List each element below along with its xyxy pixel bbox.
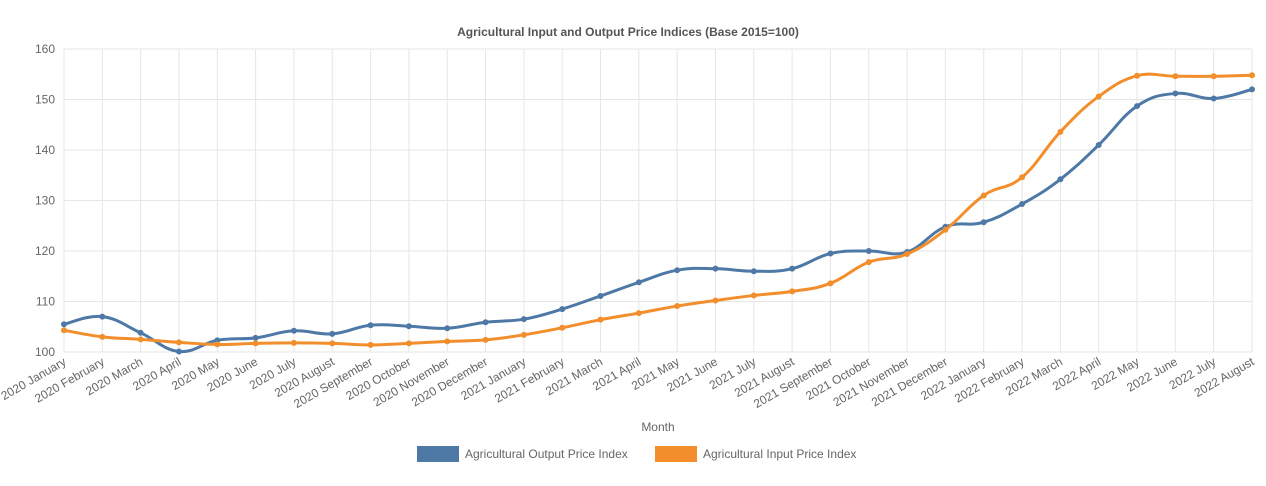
data-point[interactable] (904, 251, 911, 258)
data-point[interactable] (865, 248, 872, 254)
data-point[interactable] (290, 327, 297, 334)
data-point[interactable] (1172, 90, 1179, 97)
y-tick-label: 150 (35, 93, 55, 107)
data-point[interactable] (789, 288, 796, 295)
data-point[interactable] (635, 279, 642, 286)
data-point[interactable] (1210, 73, 1217, 80)
data-point[interactable] (1249, 72, 1255, 79)
data-point[interactable] (1057, 128, 1064, 135)
data-point[interactable] (674, 267, 681, 274)
data-point[interactable] (750, 292, 757, 299)
data-point[interactable] (175, 348, 182, 355)
legend-item[interactable]: Agricultural Output Price Index (417, 446, 628, 462)
data-point[interactable] (942, 226, 949, 233)
data-point[interactable] (444, 325, 451, 332)
data-point[interactable] (290, 339, 297, 346)
legend-label: Agricultural Input Price Index (703, 447, 856, 461)
data-point[interactable] (405, 340, 412, 347)
data-point[interactable] (1210, 95, 1217, 102)
data-point[interactable] (559, 306, 566, 313)
y-tick-label: 160 (35, 42, 55, 56)
grid-lines (63, 48, 1253, 353)
data-point[interactable] (482, 336, 489, 343)
legend[interactable]: Agricultural Output Price Index Agricultu… (417, 446, 856, 462)
data-point[interactable] (635, 310, 642, 317)
series-input-price-index (61, 72, 1255, 348)
data-point[interactable] (367, 341, 374, 348)
data-point[interactable] (1134, 72, 1141, 79)
data-point[interactable] (1249, 86, 1255, 93)
series-lines (61, 72, 1255, 355)
data-point[interactable] (1134, 103, 1141, 110)
data-point[interactable] (137, 329, 144, 336)
series-line (62, 87, 1254, 354)
legend-swatch (417, 446, 459, 462)
data-point[interactable] (405, 323, 412, 330)
data-point[interactable] (61, 327, 67, 334)
data-point[interactable] (789, 265, 796, 272)
data-point[interactable] (559, 324, 566, 331)
data-point[interactable] (1019, 174, 1026, 181)
data-point[interactable] (99, 313, 106, 320)
legend-label: Agricultural Output Price Index (465, 447, 628, 461)
data-point[interactable] (712, 297, 719, 304)
y-tick-label: 110 (36, 295, 55, 309)
data-point[interactable] (482, 319, 489, 326)
data-point[interactable] (750, 268, 757, 275)
y-tick-label: 130 (35, 194, 55, 208)
data-point[interactable] (367, 322, 374, 329)
data-point[interactable] (61, 321, 67, 328)
data-point[interactable] (827, 280, 834, 287)
data-point[interactable] (865, 259, 872, 266)
data-point[interactable] (980, 219, 987, 226)
data-point[interactable] (99, 333, 106, 340)
data-point[interactable] (827, 250, 834, 257)
data-point[interactable] (1095, 141, 1102, 148)
data-point[interactable] (712, 265, 719, 272)
data-point[interactable] (175, 339, 182, 346)
data-point[interactable] (520, 316, 527, 323)
data-point[interactable] (252, 340, 259, 347)
data-point[interactable] (214, 341, 221, 348)
y-tick-label: 140 (35, 143, 55, 157)
legend-swatch (655, 446, 697, 462)
data-point[interactable] (1172, 73, 1179, 80)
data-point[interactable] (1019, 201, 1026, 208)
data-point[interactable] (329, 340, 336, 347)
chart-title: Agricultural Input and Output Price Indi… (457, 25, 799, 39)
y-tick-label: 120 (35, 244, 55, 258)
y-axis-ticks: 100 110 120 130 140 150 160 (35, 42, 55, 359)
data-point[interactable] (137, 336, 144, 343)
data-point[interactable] (1095, 93, 1102, 100)
data-point[interactable] (520, 331, 527, 338)
legend-item[interactable]: Agricultural Input Price Index (655, 446, 856, 462)
data-point[interactable] (597, 292, 604, 299)
data-point[interactable] (329, 330, 336, 337)
data-point[interactable] (444, 338, 451, 345)
series-output-price-index (61, 86, 1255, 355)
data-point[interactable] (597, 316, 604, 323)
series-line (62, 72, 1254, 347)
data-point[interactable] (980, 192, 987, 199)
data-point[interactable] (1057, 176, 1064, 183)
data-point[interactable] (674, 303, 681, 310)
data-point[interactable] (252, 334, 259, 341)
y-tick-label: 100 (35, 345, 55, 359)
x-axis-title: Month (641, 420, 674, 434)
